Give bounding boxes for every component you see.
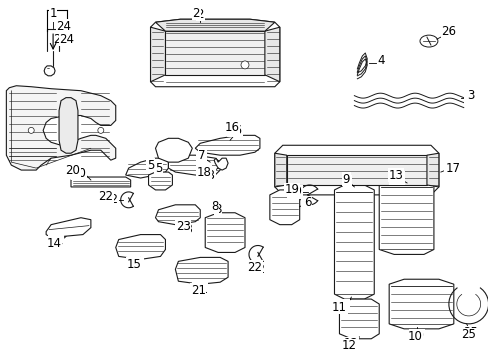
Text: 17: 17 bbox=[444, 163, 458, 176]
Polygon shape bbox=[116, 235, 165, 260]
Polygon shape bbox=[150, 19, 279, 87]
Text: 24: 24 bbox=[60, 33, 74, 46]
Polygon shape bbox=[175, 257, 227, 284]
Polygon shape bbox=[264, 27, 279, 82]
Text: 18: 18 bbox=[201, 168, 215, 181]
Text: 11: 11 bbox=[333, 300, 348, 312]
Text: 4: 4 bbox=[378, 57, 385, 69]
Text: 20: 20 bbox=[71, 167, 86, 180]
Text: 22: 22 bbox=[247, 261, 262, 274]
Polygon shape bbox=[339, 299, 379, 339]
Text: 8: 8 bbox=[214, 203, 222, 216]
Text: 5: 5 bbox=[146, 159, 154, 172]
Text: 19: 19 bbox=[284, 184, 299, 197]
Polygon shape bbox=[150, 27, 165, 82]
Text: 7: 7 bbox=[196, 152, 203, 165]
Text: 3: 3 bbox=[466, 89, 473, 102]
Polygon shape bbox=[125, 158, 168, 178]
Polygon shape bbox=[168, 155, 220, 175]
Text: 1: 1 bbox=[49, 7, 57, 20]
Polygon shape bbox=[274, 145, 438, 195]
Text: 12: 12 bbox=[341, 339, 356, 352]
Polygon shape bbox=[155, 138, 192, 162]
Text: 11: 11 bbox=[331, 301, 346, 314]
Text: 2: 2 bbox=[192, 7, 200, 20]
Text: 5: 5 bbox=[155, 162, 162, 175]
Polygon shape bbox=[286, 155, 426, 185]
Text: 16: 16 bbox=[224, 121, 239, 134]
Text: 21: 21 bbox=[190, 284, 205, 297]
Text: 6: 6 bbox=[301, 198, 309, 211]
Ellipse shape bbox=[419, 35, 437, 47]
Polygon shape bbox=[44, 66, 55, 76]
Polygon shape bbox=[195, 135, 260, 155]
Polygon shape bbox=[379, 180, 433, 255]
Text: 4: 4 bbox=[377, 54, 384, 67]
Text: 9: 9 bbox=[343, 175, 350, 189]
Polygon shape bbox=[334, 185, 373, 299]
Text: 18: 18 bbox=[196, 166, 211, 179]
Text: 20: 20 bbox=[65, 163, 80, 176]
Text: 25: 25 bbox=[462, 326, 477, 339]
Polygon shape bbox=[214, 158, 227, 170]
Text: 9: 9 bbox=[342, 172, 349, 185]
Text: 26: 26 bbox=[441, 24, 455, 38]
Text: 13: 13 bbox=[388, 168, 403, 181]
Text: 23: 23 bbox=[178, 223, 192, 236]
Polygon shape bbox=[59, 98, 78, 153]
Text: 14: 14 bbox=[46, 237, 61, 250]
Polygon shape bbox=[155, 19, 274, 31]
Polygon shape bbox=[205, 213, 244, 252]
Circle shape bbox=[28, 127, 34, 133]
Text: 22: 22 bbox=[103, 193, 118, 206]
Polygon shape bbox=[269, 190, 299, 225]
Polygon shape bbox=[148, 172, 172, 190]
Text: 6: 6 bbox=[303, 196, 311, 209]
Text: 15: 15 bbox=[128, 258, 143, 271]
Text: 3: 3 bbox=[464, 91, 471, 104]
Text: 14: 14 bbox=[48, 236, 63, 249]
Text: 24: 24 bbox=[54, 33, 68, 46]
Polygon shape bbox=[155, 205, 200, 225]
Text: 16: 16 bbox=[227, 124, 242, 137]
Text: 10: 10 bbox=[407, 330, 422, 343]
Polygon shape bbox=[6, 86, 116, 170]
Text: 22: 22 bbox=[98, 190, 113, 203]
Text: 25: 25 bbox=[460, 328, 475, 341]
Text: 10: 10 bbox=[409, 329, 424, 342]
Text: 23: 23 bbox=[176, 220, 190, 233]
Text: 1: 1 bbox=[49, 9, 57, 22]
Text: 24: 24 bbox=[57, 20, 71, 33]
Text: 19: 19 bbox=[286, 185, 302, 198]
Text: 8: 8 bbox=[211, 200, 219, 213]
Polygon shape bbox=[46, 218, 91, 238]
Text: 12: 12 bbox=[343, 337, 358, 350]
Text: 15: 15 bbox=[126, 258, 141, 271]
Polygon shape bbox=[165, 31, 264, 75]
Polygon shape bbox=[388, 279, 453, 329]
Circle shape bbox=[98, 127, 103, 133]
Text: 7: 7 bbox=[198, 149, 205, 162]
Text: 21: 21 bbox=[192, 283, 207, 296]
Text: 22: 22 bbox=[250, 263, 265, 276]
Text: 13: 13 bbox=[389, 171, 404, 185]
Polygon shape bbox=[71, 177, 130, 187]
Text: 17: 17 bbox=[445, 162, 459, 175]
Text: 26: 26 bbox=[441, 27, 455, 40]
Circle shape bbox=[241, 61, 248, 69]
Polygon shape bbox=[426, 153, 438, 187]
Polygon shape bbox=[274, 153, 286, 187]
Text: 2: 2 bbox=[196, 8, 203, 21]
